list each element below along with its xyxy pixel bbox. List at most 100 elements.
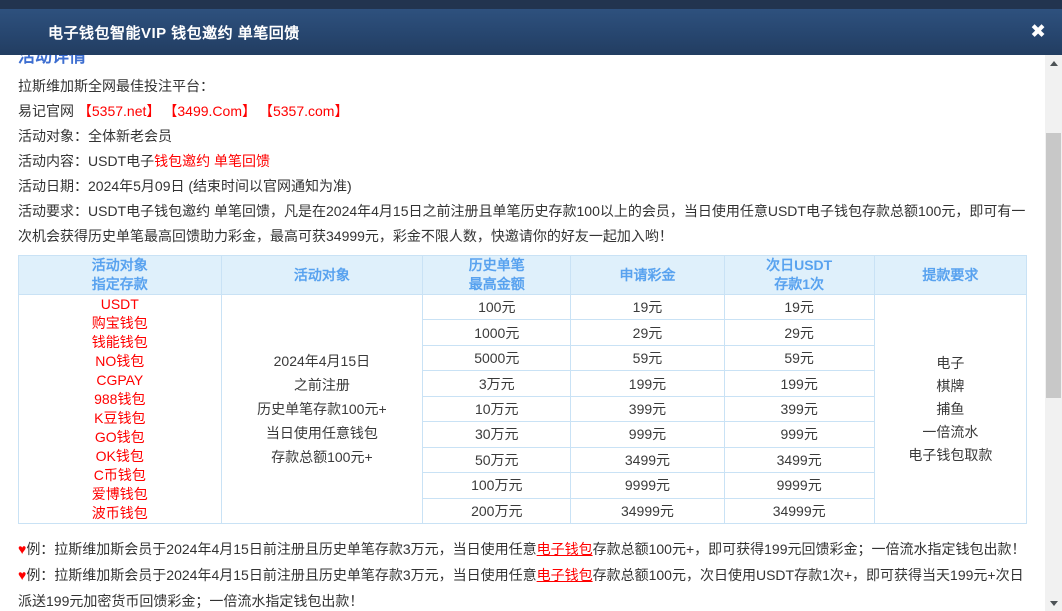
wallet-name: C币钱包 xyxy=(93,467,146,483)
wallet-name: USDT xyxy=(100,296,139,312)
condition-line: 历史单笔存款100元+ xyxy=(257,401,387,417)
wallet-list-cell: USDT 购宝钱包 钱能钱包 NO钱包 CGPAY 988钱包 K豆钱包 GO钱… xyxy=(18,294,222,524)
close-icon[interactable]: ✖ xyxy=(1030,21,1046,43)
deposit-amount-cell: 3万元 xyxy=(422,370,572,397)
deposit-amount-cell: 1000元 xyxy=(422,319,572,346)
col-header-apply-bonus: 申请彩金 xyxy=(570,255,725,295)
wallet-name: 波币钱包 xyxy=(91,505,148,521)
next-day-bonus-cell: 9999元 xyxy=(723,472,875,499)
promo-table: 活动对象 指定存款 活动对象 历史单笔 最高金额 申请彩金 次日USDT 存款1次 提… xyxy=(18,255,1028,524)
vertical-scrollbar[interactable] xyxy=(1045,55,1062,611)
wallet-name: GO钱包 xyxy=(94,429,145,445)
example-text: 存款总额100元，次日使用USDT存款1次+，即可获得当天199元+次日派送19… xyxy=(18,567,1024,609)
wallet-name: 爱博钱包 xyxy=(91,486,148,502)
withdrawal-line: 棋牌 xyxy=(936,377,965,394)
bonus-cell: 19元 xyxy=(570,293,725,321)
deposit-amount-cell: 200万元 xyxy=(422,497,572,524)
withdrawal-line: 电子 xyxy=(936,354,965,371)
bonus-cell: 9999元 xyxy=(570,472,725,499)
site-link-3: 【5357.com】 xyxy=(265,103,349,119)
deposit-amount-cell: 30万元 xyxy=(422,421,572,448)
site-links-line: 易记官网 【5357.net】 【3499.Com】 【5357.com】 xyxy=(18,99,1027,124)
example-text: 例：拉斯维加斯会员于2024年4月15日前注册且历史单笔存款3万元，当日使用任意 xyxy=(26,541,537,557)
next-day-bonus-cell: 199元 xyxy=(723,370,875,397)
content-line: 活动内容：USDT电子钱包邀约 单笔回馈 xyxy=(18,149,1027,174)
arrow-down-icon xyxy=(1049,600,1058,606)
ewallet-link[interactable]: 电子钱包 xyxy=(536,567,593,583)
example-line-2: ♥例：拉斯维加斯会员于2024年4月15日前注册且历史单笔存款3万元，当日使用任… xyxy=(18,562,1027,611)
condition-line: 之前注册 xyxy=(293,377,350,393)
heart-icon: ♥ xyxy=(18,567,27,583)
platform-line: 拉斯维加斯全网最佳投注平台： xyxy=(18,78,214,94)
requirement-line: 活动要求：USDT电子钱包邀约 单笔回馈，凡是在2024年4月15日之前注册且单… xyxy=(18,203,1026,244)
bonus-cell: 59元 xyxy=(570,344,725,372)
wallet-name: CGPAY xyxy=(96,372,144,388)
wallet-name: 钱能钱包 xyxy=(91,334,148,350)
col-header-designated-deposit: 活动对象 指定存款 xyxy=(18,255,222,295)
wallet-name: OK钱包 xyxy=(95,448,144,464)
wallet-name: NO钱包 xyxy=(95,353,145,369)
table-row: 200万元 34999元 34999元 xyxy=(19,497,1027,524)
example-text: 存款总额100元+，即可获得199元回馈彩金；一倍流水指定钱包出款！ xyxy=(592,541,1026,557)
table-row: USDT 购宝钱包 钱能钱包 NO钱包 CGPAY 988钱包 K豆钱包 GO钱… xyxy=(18,293,1028,524)
next-day-bonus-cell: 399元 xyxy=(723,395,875,423)
col-header-next-day-usdt: 次日USDT 存款1次 xyxy=(723,255,875,295)
date-line: 活动日期：2024年5月09日 (结束时间以官网通知为准) xyxy=(18,178,352,194)
next-day-bonus-cell: 19元 xyxy=(723,293,875,321)
site-link-2: 【3499.Com】 xyxy=(170,103,256,119)
audience-line: 活动对象：全体新老会员 xyxy=(18,128,172,144)
bonus-cell: 34999元 xyxy=(570,497,725,524)
page-background-strip xyxy=(0,0,1062,9)
table-header-row: 活动对象 指定存款 活动对象 历史单笔 最高金额 申请彩金 次日USDT 存款1次 提… xyxy=(18,255,1028,295)
withdrawal-line: 一倍流水 xyxy=(922,423,979,440)
content-line-prefix: 活动内容：USDT电子 xyxy=(18,153,155,169)
example-text: 例：拉斯维加斯会员于2024年4月15日前注册且历史单笔存款3万元，当日使用任意 xyxy=(26,567,537,583)
example-line-1: ♥例：拉斯维加斯会员于2024年4月15日前注册且历史单笔存款3万元，当日使用任… xyxy=(18,536,1027,562)
site-links-prefix: 易记官网 xyxy=(18,103,74,119)
table-row: 1000元 29元 29元 xyxy=(19,319,1027,346)
deposit-amount-cell: 100万元 xyxy=(422,472,572,499)
condition-line: 2024年4月15日 xyxy=(273,353,371,369)
deposit-amount-cell: 5000元 xyxy=(422,344,572,372)
wallet-name: K豆钱包 xyxy=(94,410,146,426)
col-header-withdrawal-req: 提款要求 xyxy=(873,255,1028,295)
wallet-name: 988钱包 xyxy=(94,391,146,407)
next-day-bonus-cell: 3499元 xyxy=(723,446,875,474)
modal-title: 电子钱包智能VIP 钱包邀约 单笔回馈 xyxy=(48,24,300,42)
table-row: 10万元 399元 399元 xyxy=(19,395,1027,423)
site-link-1: 【5357.net】 xyxy=(77,103,161,119)
bonus-cell: 199元 xyxy=(570,370,725,397)
modal-header: 电子钱包智能VIP 钱包邀约 单笔回馈 ✖ xyxy=(0,9,1062,55)
arrow-up-icon xyxy=(1049,60,1058,66)
deposit-amount-cell: 100元 xyxy=(422,293,572,321)
scroll-up-button[interactable] xyxy=(1045,55,1062,71)
bonus-cell: 999元 xyxy=(570,421,725,448)
withdrawal-line: 电子钱包取款 xyxy=(908,446,993,463)
table-row: 5000元 59元 59元 xyxy=(19,344,1027,372)
next-day-bonus-cell: 999元 xyxy=(723,421,875,448)
conditions-cell: 2024年4月15日 之前注册 历史单笔存款100元+ 当日使用任意钱包 存款总… xyxy=(220,294,424,524)
scroll-down-button[interactable] xyxy=(1045,595,1062,611)
bonus-cell: 3499元 xyxy=(570,446,725,474)
withdrawal-req-cell: 电子 棋牌 捕鱼 一倍流水 电子钱包取款 xyxy=(873,294,1028,524)
next-day-bonus-cell: 59元 xyxy=(723,344,875,372)
deposit-amount-cell: 50万元 xyxy=(422,446,572,474)
bonus-cell: 399元 xyxy=(570,395,725,423)
wallet-name: 购宝钱包 xyxy=(91,315,148,331)
deposit-amount-cell: 10万元 xyxy=(422,395,572,423)
content-line-highlight: 钱包邀约 单笔回馈 xyxy=(154,153,271,169)
condition-line: 当日使用任意钱包 xyxy=(265,425,378,441)
examples-section: ♥例：拉斯维加斯会员于2024年4月15日前注册且历史单笔存款3万元，当日使用任… xyxy=(18,536,1027,611)
scrollbar-thumb[interactable] xyxy=(1046,133,1061,398)
next-day-bonus-cell: 34999元 xyxy=(723,497,875,524)
ewallet-link[interactable]: 电子钱包 xyxy=(536,541,593,557)
bonus-cell: 29元 xyxy=(570,319,725,346)
col-header-historical-max: 历史单笔 最高金额 xyxy=(422,255,572,295)
heart-icon: ♥ xyxy=(18,541,27,557)
withdrawal-line: 捕鱼 xyxy=(936,400,965,417)
col-header-activity-target: 活动对象 xyxy=(220,255,424,295)
next-day-bonus-cell: 29元 xyxy=(723,319,875,346)
condition-line: 存款总额100元+ xyxy=(271,449,373,465)
